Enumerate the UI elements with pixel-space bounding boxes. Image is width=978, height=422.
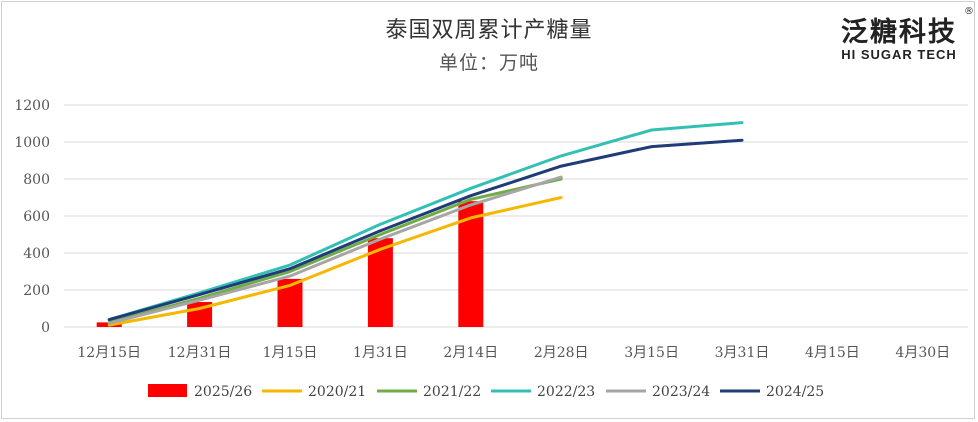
brand-logo: 泛糖科技 HI SUGAR TECH ® bbox=[826, 6, 974, 62]
legend-label: 2024/25 bbox=[766, 384, 824, 400]
x-tick-label: 4月15日 bbox=[805, 345, 860, 361]
legend-label: 2023/24 bbox=[652, 384, 710, 400]
logo-chinese-text: 泛糖科技 bbox=[841, 17, 957, 48]
x-tick-label: 1月15日 bbox=[263, 345, 318, 361]
series-line-2021/22 bbox=[107, 177, 563, 324]
x-tick-label: 3月31日 bbox=[715, 345, 770, 361]
y-tick-label: 600 bbox=[23, 209, 50, 225]
series-line-2022/23 bbox=[107, 121, 744, 322]
x-tick-label: 12月31日 bbox=[168, 345, 232, 361]
x-tick-label: 3月15日 bbox=[624, 345, 679, 361]
legend-label: 2022/23 bbox=[537, 384, 595, 400]
logo-english-text: HI SUGAR TECH bbox=[841, 47, 957, 62]
legend-label: 2021/22 bbox=[423, 384, 481, 400]
chart-subtitle: 单位：万吨 bbox=[438, 52, 539, 74]
y-tick-label: 400 bbox=[23, 246, 50, 262]
x-tick-label: 1月31日 bbox=[353, 345, 408, 361]
x-tick-label: 12月15日 bbox=[77, 345, 141, 361]
x-tick-label: 4月30日 bbox=[895, 345, 950, 361]
series-line-2024/25 bbox=[107, 138, 744, 322]
y-tick-label: 200 bbox=[23, 283, 50, 299]
chart-title: 泰国双周累计产糖量 bbox=[385, 18, 593, 43]
y-tick-label: 1200 bbox=[14, 98, 50, 114]
legend-swatch-bar bbox=[148, 384, 187, 397]
registered-mark: ® bbox=[964, 6, 974, 17]
y-tick-label: 1000 bbox=[14, 135, 50, 151]
series-line-2023/24 bbox=[107, 175, 563, 325]
legend-label: 2025/26 bbox=[194, 384, 252, 400]
x-tick-label: 2月14日 bbox=[443, 345, 498, 361]
y-tick-label: 0 bbox=[41, 320, 50, 336]
series-line-2020/21 bbox=[107, 196, 563, 327]
y-tick-label: 800 bbox=[23, 172, 50, 188]
legend-label: 2020/21 bbox=[308, 384, 366, 400]
x-tick-label: 2月28日 bbox=[534, 345, 589, 361]
